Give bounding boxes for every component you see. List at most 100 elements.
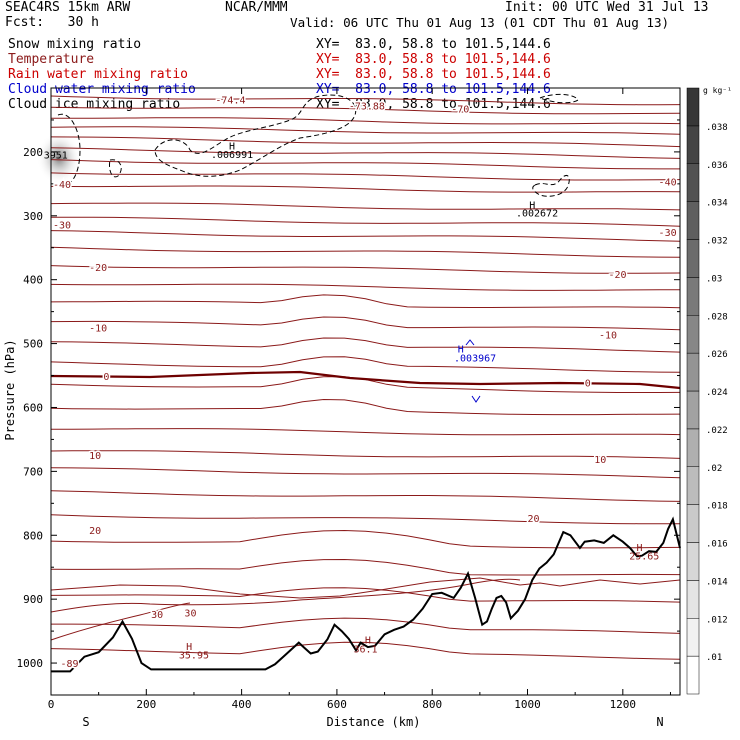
- temperature-contour: [50, 337, 681, 353]
- temperature-contour: [50, 126, 681, 135]
- temperature-contour: [50, 577, 681, 599]
- extremum-label: 36.1: [353, 644, 377, 655]
- temperature-contour: [50, 398, 681, 416]
- forecast-hour: Fcst: 30 h: [5, 15, 99, 30]
- colorbar-cell: [686, 390, 700, 430]
- y-tick-label: 900: [23, 593, 43, 606]
- zero-isotherm: [50, 370, 681, 390]
- colorbar-tick-label: .032: [706, 237, 728, 247]
- y-axis-label: Pressure (hPa): [3, 339, 17, 440]
- temperature-contour: [50, 467, 681, 479]
- north-end-label: N: [656, 715, 663, 729]
- cloud-water-contour: [465, 339, 475, 346]
- y-tick-label: 700: [23, 465, 43, 478]
- temperature-contour: [50, 202, 681, 211]
- cloud-ice-shading: [37, 132, 81, 184]
- extremum-label: H: [636, 543, 642, 554]
- cloud-ice-contour: [109, 159, 122, 178]
- cloud-water-contour: [471, 395, 481, 403]
- temperature-contour: [50, 356, 681, 373]
- colorbar-tick-label: .016: [706, 540, 728, 550]
- temperature-label: -30: [659, 228, 677, 239]
- temperature-label: -40: [53, 180, 71, 191]
- org-label: NCAR/MMM: [225, 0, 288, 15]
- temperature-label: -20: [89, 263, 107, 274]
- colorbar-tick-label: .024: [706, 388, 728, 398]
- x-tick-label: 200: [136, 698, 156, 711]
- cloud-ice-contour: [154, 94, 357, 177]
- field-name-temperature: Temperature: [8, 52, 95, 67]
- extremum-label: H: [229, 142, 235, 153]
- temperature-contour: [50, 246, 681, 258]
- temperature-label: -73.88: [349, 101, 385, 112]
- colorbar-cell: [686, 618, 700, 657]
- temperature-label: 10: [594, 455, 606, 466]
- colorbar-cell: [686, 87, 700, 127]
- extremum-label: .006991: [211, 150, 253, 161]
- temperature-contour: [50, 265, 681, 274]
- extremum-label: H: [365, 635, 371, 646]
- temperature-contour: [51, 617, 681, 634]
- temperature-label: 20: [89, 526, 101, 537]
- temperature-label: -40: [659, 177, 677, 188]
- colorbar-tick-label: .012: [706, 615, 728, 625]
- temperature-contour: [50, 136, 681, 148]
- colorbar-cell: [686, 580, 700, 619]
- colorbar-tick-label: .022: [706, 426, 728, 436]
- temperature-contour: [50, 185, 681, 193]
- colorbar-cell: [686, 239, 700, 278]
- colorbar-cell: [686, 125, 700, 164]
- y-tick-label: 500: [23, 338, 43, 351]
- colorbar: .01 .012 .014 .016 .018 .02 .022 .024 .026 .028 .0…: [686, 86, 732, 695]
- colorbar-tick-label: .03: [706, 274, 722, 284]
- temperature-label: -74.4: [215, 96, 245, 107]
- temperature-contour: [50, 587, 681, 603]
- colorbar-tick-label: .01: [706, 653, 722, 663]
- colorbar-cell: [686, 163, 700, 202]
- extremum-label: H: [186, 642, 192, 653]
- temperature-label: 0: [585, 379, 591, 390]
- colorbar-unit: g kg⁻¹: [703, 86, 732, 95]
- south-end-label: S: [82, 715, 89, 729]
- field-name-rain: Rain water mixing ratio: [8, 67, 189, 82]
- temperature-contour: [50, 95, 681, 106]
- extremum-label: H: [529, 200, 535, 211]
- colorbar-tick-label: .038: [706, 123, 728, 133]
- temperature-contour: [50, 230, 681, 242]
- extremum-label: .003967: [454, 354, 496, 365]
- temperature-label: 10: [89, 451, 101, 462]
- colorbar-cell: [686, 504, 700, 543]
- temperature-contour: [51, 216, 681, 227]
- temperature-contour: [50, 106, 681, 115]
- temperature-label: 30: [151, 610, 163, 621]
- colorbar-tick-label: .018: [706, 502, 728, 512]
- cloud-ice-contour: [57, 113, 81, 187]
- extremum-label: .002672: [516, 209, 558, 220]
- colorbar-cell: [686, 352, 700, 392]
- extremum-label: H: [458, 345, 464, 356]
- extremum-label: 25.65: [629, 552, 659, 563]
- temperature-contour: [50, 450, 681, 459]
- temperature-label: 20: [528, 514, 540, 525]
- y-tick-label: 300: [23, 210, 43, 223]
- temperature-contour: [50, 514, 681, 525]
- temperature-contour: [50, 172, 681, 181]
- temperature-contour: [50, 602, 191, 641]
- field-name-snow: Snow mixing ratio: [8, 37, 142, 52]
- x-tick-label: 1000: [514, 698, 541, 711]
- field-name-cloud-water: Cloud water mixing ratio: [8, 82, 196, 97]
- x-tick-label: 0: [48, 698, 55, 711]
- colorbar-cell: [686, 315, 700, 354]
- temperature-contour: [50, 490, 681, 502]
- extremum-label: 3951: [44, 150, 68, 161]
- temperature-label: -10: [89, 324, 107, 335]
- field-xy-temperature: XY= 83.0, 58.8 to 101.5,144.6: [316, 52, 551, 67]
- cloud-ice-contour: [532, 174, 570, 197]
- extremum-label: 35.95: [179, 651, 209, 662]
- plot-frame: [50, 87, 681, 696]
- terrain-line: [51, 516, 681, 673]
- colorbar-tick-label: .034: [706, 199, 728, 209]
- colorbar-tick-label: .028: [706, 312, 728, 322]
- colorbar-cell: [686, 201, 700, 240]
